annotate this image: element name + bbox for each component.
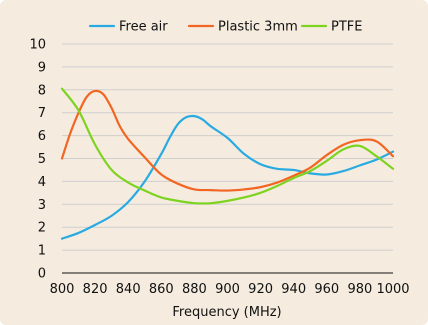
x-tick-label: 980: [347, 282, 372, 297]
x-tick-label: 920: [248, 282, 273, 297]
x-axis-title: Frequency (MHz): [172, 305, 281, 320]
y-tick-label: 5: [38, 152, 46, 167]
x-tick-label: 940: [281, 282, 306, 297]
y-tick-label: 1: [38, 244, 46, 259]
y-tick-label: 0: [38, 267, 46, 282]
legend: Free air Plastic 3mm PTFE: [88, 20, 362, 35]
x-tick-label: 900: [215, 282, 240, 297]
series-line-free-air: [60, 114, 395, 240]
x-tick-label: 840: [116, 282, 141, 297]
series-line-ptfe: [60, 87, 395, 205]
x-tick-label: 820: [83, 282, 108, 297]
x-tick-label: 1000: [376, 282, 409, 297]
x-tick-label: 860: [149, 282, 174, 297]
y-tick-label: 7: [38, 106, 46, 121]
x-axis-ticks: 800 820 840 860 880 900 920 940 960 980 1000: [50, 282, 410, 297]
series-line-plastic-3mm: [60, 89, 395, 192]
x-tick-label: 880: [182, 282, 207, 297]
legend-label: PTFE: [331, 20, 362, 35]
y-tick-label: 10: [29, 38, 46, 53]
x-tick-label: 960: [314, 282, 339, 297]
y-tick-label: 3: [38, 198, 46, 213]
y-tick-label: 9: [38, 60, 46, 75]
y-tick-label: 6: [38, 129, 46, 144]
legend-label: Plastic 3mm: [218, 20, 298, 35]
legend-label: Free air: [119, 20, 168, 35]
grid-lines: [62, 43, 393, 251]
x-tick-label: 800: [50, 282, 75, 297]
series-group: [60, 87, 395, 240]
y-tick-label: 8: [38, 83, 46, 98]
y-axis-ticks: 0 1 2 3 4 5 6 7 8 9 10: [29, 38, 46, 282]
y-tick-label: 2: [38, 221, 46, 236]
y-tick-label: 4: [38, 175, 46, 190]
